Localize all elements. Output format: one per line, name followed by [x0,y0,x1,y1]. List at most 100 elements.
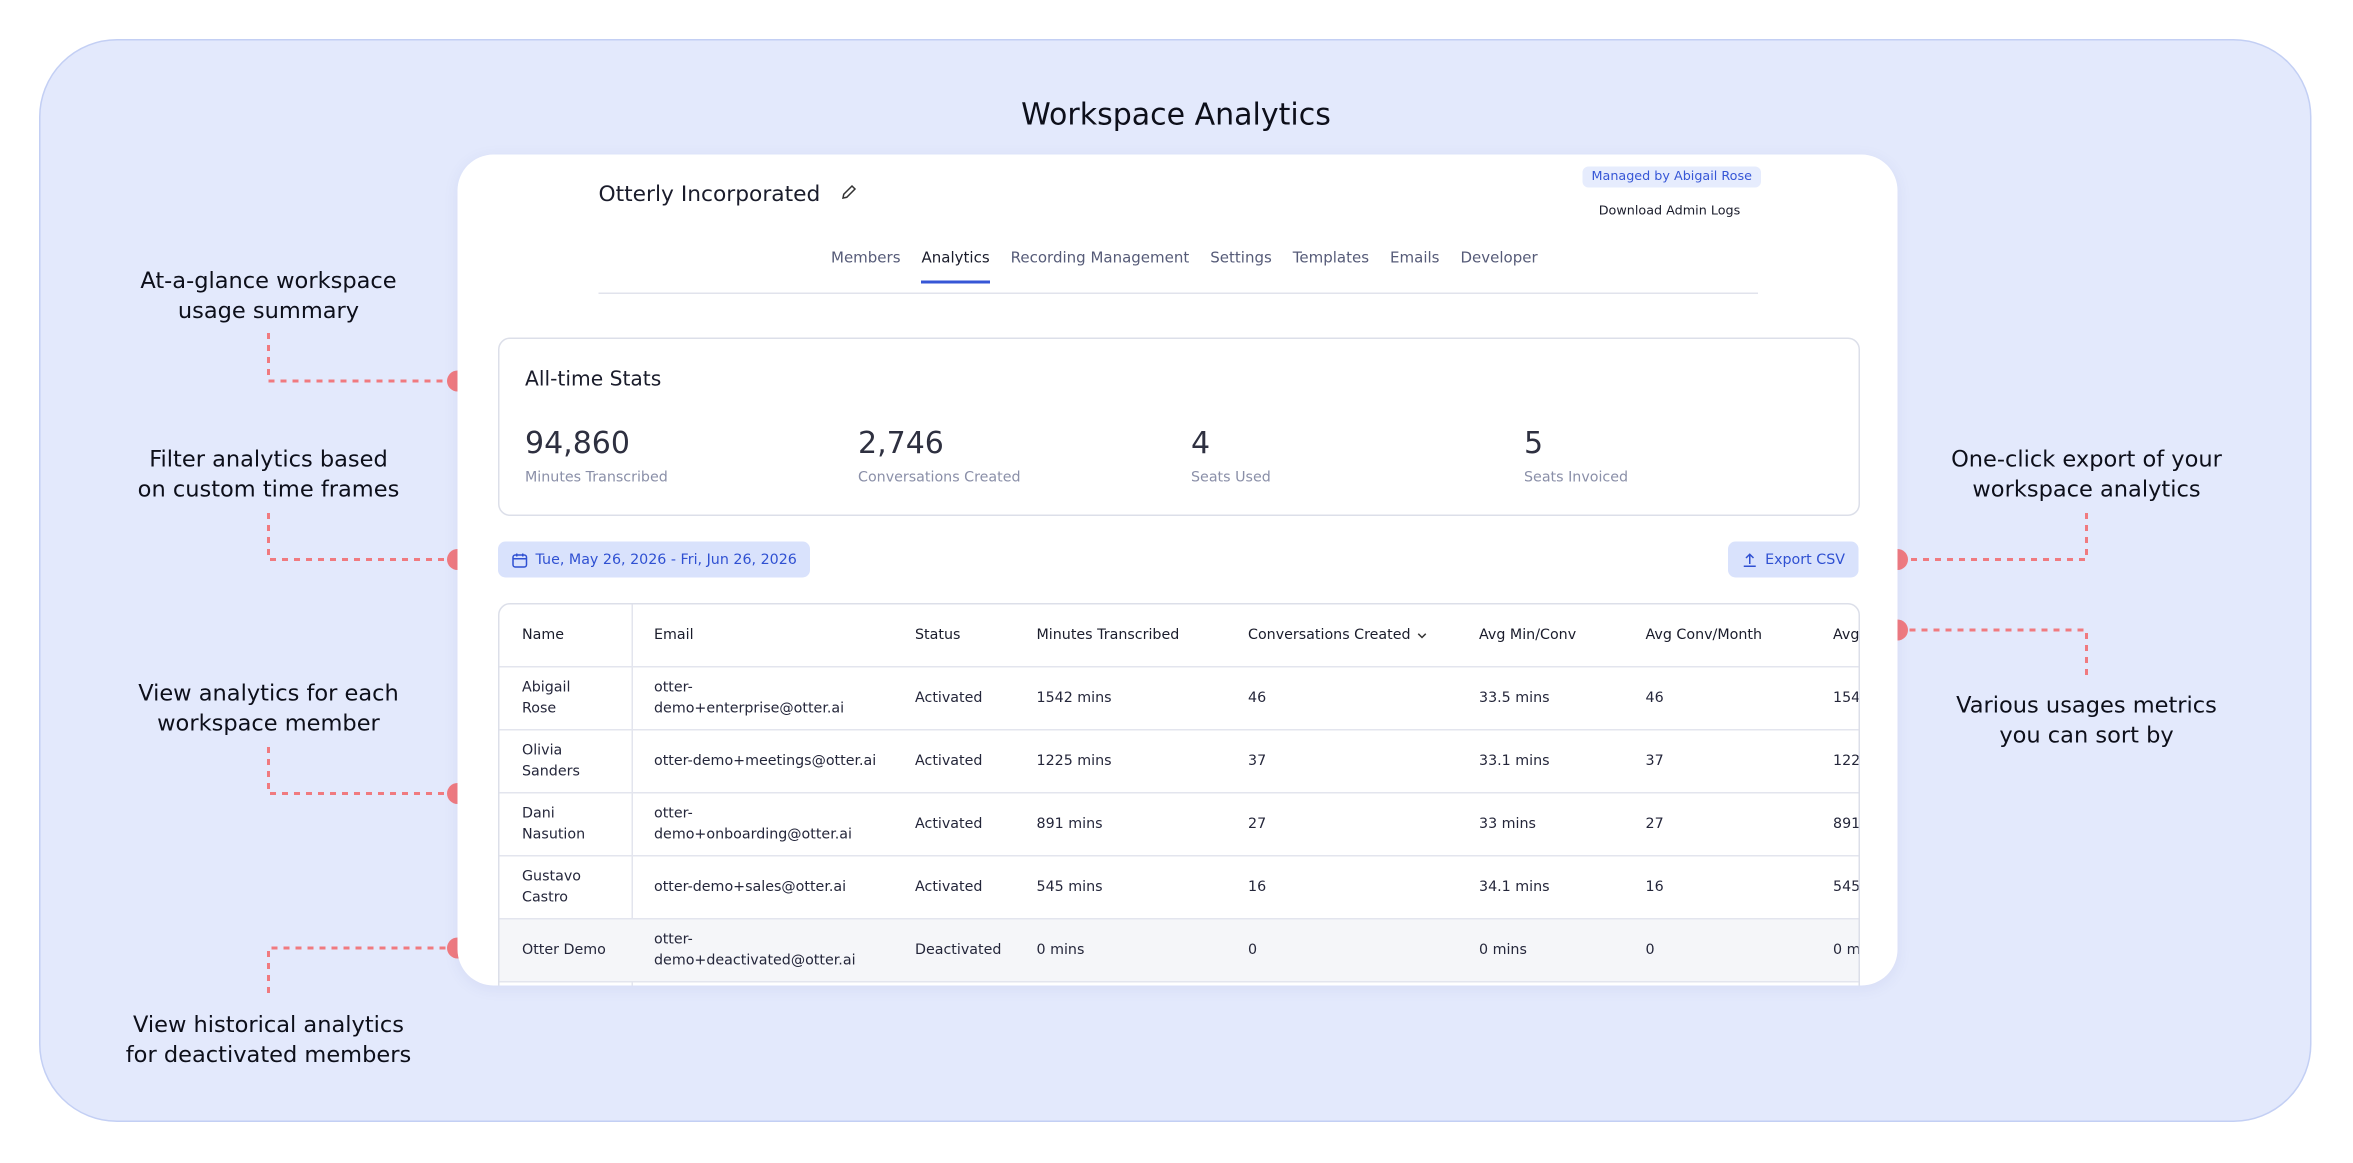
calendar-icon [512,552,528,567]
table-cell: 16 [1645,878,1664,895]
date-range-text: Tue, May 26, 2026 - Fri, Jun 26, 2026 [535,551,797,568]
table-cell: 33.5 mins [1479,689,1550,706]
table-cell: 1225 mins [1036,752,1112,769]
header-text: Email [654,626,694,643]
table-cell: 16 [1248,878,1267,895]
workspace-name: Otterly Incorporated [599,183,858,207]
analytics-card: Otterly Incorporated Managed by Abigail … [457,154,1898,986]
column-divider [631,604,633,986]
table-cell: otter-demo+enterprise@otter.ai [654,678,845,717]
table-cell: Activated [915,689,983,706]
page-title: Workspace Analytics [1021,96,1331,132]
header-text: Name [522,626,565,643]
tab[interactable]: Analytics [921,251,991,284]
table-cell: 27 [1645,815,1664,832]
table-cell: 1542 mins [1036,689,1112,706]
tab-divider [598,292,1758,294]
annotation: At-a-glance workspace usage summary [44,266,494,326]
table-cell: 1542 [1833,689,1860,706]
header-cell[interactable]: Name [522,605,609,667]
header-cell[interactable]: Avg [1833,605,1860,667]
stat-label: Conversations Created [858,469,1021,487]
table-row: Abigail Rose otter-demo+enterprise@otter.… [499,668,1860,731]
table-header: Name Email Status Minutes Transcribed Conver… [499,605,1860,668]
header-text: Minutes Transcribed [1036,626,1180,643]
table-row: Dani Nasution otter-demo+onboarding@otter… [499,794,1860,857]
header-cell[interactable]: Avg Min/Conv [1479,605,1637,667]
table-cell: Activated [915,878,983,895]
table-row: Otter Demo otter-demo+deactivated@otter.a… [499,919,1859,983]
date-range-button[interactable]: Tue, May 26, 2026 - Fri, Jun 26, 2026 [498,541,811,578]
header-cell[interactable]: Email [654,605,879,667]
download-logs-link[interactable]: Download Admin Logs [1598,204,1741,219]
annotation-line: One-click export of your [1951,445,2222,473]
annotation-line: View historical analytics [132,1011,404,1038]
header-text: Avg [1833,626,1860,643]
tab[interactable]: Settings [1210,250,1272,268]
table-row: Gustavo Castro otter-demo+sales@otter.ai A… [499,857,1859,920]
tab[interactable]: Emails [1390,250,1440,268]
table-cell: Abigail Rose [522,678,571,717]
table-cell: 891 mins [1036,815,1103,832]
export-text: Export CSV [1765,551,1845,568]
header-text: Avg Conv/Month [1645,626,1763,643]
table-cell: 0 mins [1036,941,1085,958]
stats-box: All-time Stats 94,860 Minutes Transcribed… [498,337,1860,516]
annotation-line: on custom time frames [137,475,400,503]
stat-value: 5 [1524,424,1544,461]
stat-value: 94,860 [525,424,630,461]
table-cell: 891 [1833,815,1860,832]
sort-icon[interactable] [1417,631,1429,640]
stat-value: 4 [1191,424,1211,461]
table-cell: Olivia Sanders [522,741,580,780]
tab[interactable]: Developer [1460,250,1538,268]
edit-icon[interactable] [839,183,857,201]
table-cell: Activated [915,752,983,769]
annotation-line: Various usages metrics [1956,691,2217,719]
table-cell: Otter Demo [522,941,606,958]
workspace-name-text: Otterly Incorporated [598,183,821,207]
header-cell[interactable]: Conversations Created [1248,605,1473,667]
annotation-line: workspace analytics [1972,475,2201,503]
tab[interactable]: Members [831,250,901,268]
table-cell: 33.1 mins [1479,752,1550,769]
table-cell: 0 [1248,941,1258,958]
table-cell: 46 [1248,689,1267,706]
stat-label: Seats Invoiced [1524,469,1629,487]
stat-label: Seats Used [1191,469,1271,487]
annotation-line: Filter analytics based [149,445,388,473]
table-cell: otter-demo+onboarding@otter.ai [654,804,852,843]
table-cell: 34.1 mins [1479,878,1550,895]
annotation: Various usages metrics you can sort by [1862,690,2312,750]
table-cell: Gustavo Castro [522,867,581,906]
tab[interactable]: Recording Management [1010,250,1190,268]
table-cell: 0 [1645,941,1655,958]
header-cell[interactable]: Minutes Transcribed [1037,605,1232,667]
members-table: Name Email Status Minutes Transcribed Conver… [498,603,1860,986]
table-cell: 37 [1248,752,1267,769]
header-text: Status [915,626,961,643]
header-cell[interactable]: Avg Conv/Month [1646,605,1826,667]
annotation: One-click export of your workspace analyt… [1862,444,2312,504]
annotation: View historical analytics for deactivated… [44,1010,494,1070]
header-cell[interactable]: Status [915,605,1028,667]
annotation-line: workspace member [157,709,380,737]
table-cell: 46 [1645,689,1664,706]
stat-label: Minutes Transcribed [525,469,668,487]
annotation-line: usage summary [177,297,360,324]
upload-icon [1743,552,1756,567]
export-button[interactable]: Export CSV [1727,541,1859,578]
annotation-line: View analytics for each [138,679,399,707]
annotation: Filter analytics based on custom time fra… [44,444,494,504]
table-cell: 545 mins [1036,878,1103,895]
tab[interactable]: Templates [1292,250,1370,268]
managed-badge: Managed by Abigail Rose [1582,166,1761,188]
table-cell: otter-demo+deactivated@otter.ai [654,930,856,969]
table-cell: otter-demo+meetings@otter.ai [654,752,877,769]
annotation-line: At-a-glance workspace [140,267,397,294]
table-cell: otter-demo+sales@otter.ai [654,878,847,895]
tab-bar: Members Analytics Recording Management Sett… [831,251,1538,284]
table-cell: 1225 [1833,752,1860,769]
header-text: Avg Min/Conv [1479,626,1577,643]
